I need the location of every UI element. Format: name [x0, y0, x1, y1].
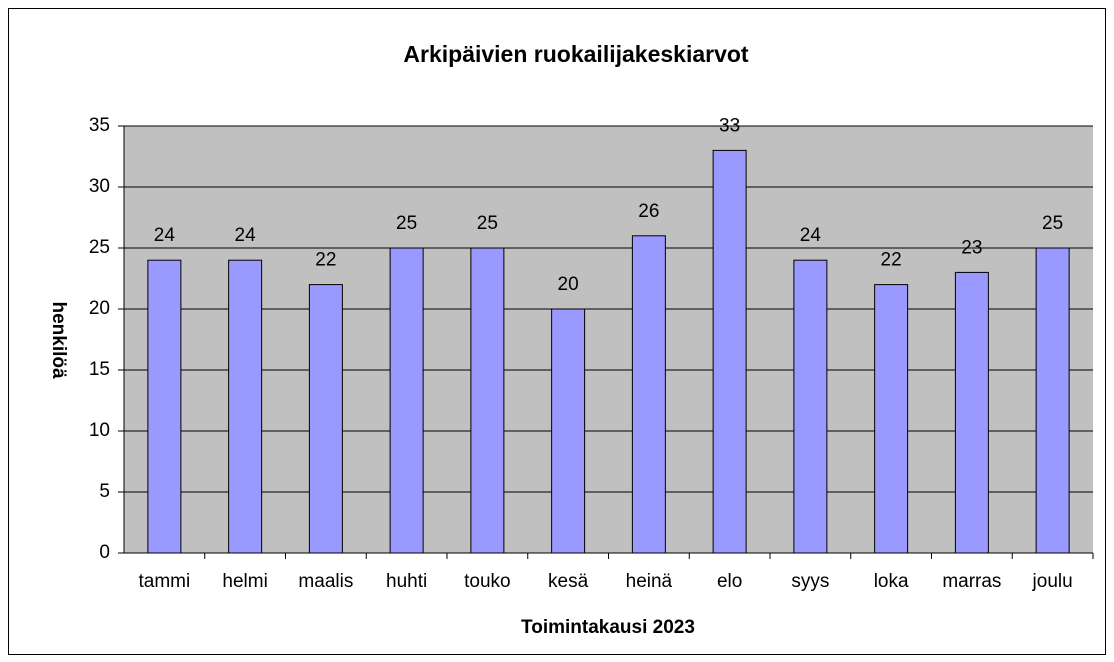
x-tick-label: kesä: [548, 571, 589, 592]
data-label: 25: [1042, 213, 1063, 234]
bar: [954, 271, 989, 554]
bar: [874, 284, 909, 554]
x-tick-label: marras: [942, 571, 1001, 592]
bar: [308, 284, 343, 554]
x-tick-label: elo: [717, 571, 742, 592]
x-tick-label: loka: [874, 571, 909, 592]
data-label: 22: [881, 250, 902, 271]
data-label: 23: [961, 237, 982, 258]
y-tick-label: 30: [89, 176, 110, 197]
bar: [793, 259, 828, 554]
data-label: 25: [477, 213, 498, 234]
y-tick-label: 25: [89, 237, 110, 258]
y-tick-label: 5: [99, 481, 110, 502]
y-tick-label: 35: [89, 115, 110, 136]
data-label: 25: [396, 213, 417, 234]
bar: [470, 247, 505, 554]
bar: [631, 235, 666, 554]
x-tick-label: heinä: [626, 571, 673, 592]
data-label: 24: [235, 225, 257, 246]
x-tick-label: maalis: [298, 571, 353, 592]
chart-title: Arkipäivien ruokailijakeskiarvot: [403, 41, 749, 67]
bar: [712, 149, 747, 554]
y-tick-label: 0: [99, 542, 110, 563]
bar: [228, 259, 263, 554]
y-tick-label: 10: [89, 420, 110, 441]
bar: [147, 259, 182, 554]
x-tick-label: helmi: [222, 571, 267, 592]
data-label: 33: [719, 115, 740, 136]
y-tick-label: 20: [89, 298, 110, 319]
x-axis-title: Toimintakausi 2023: [521, 617, 695, 638]
data-label: 24: [800, 225, 822, 246]
y-tick-label: 15: [89, 359, 110, 380]
bar: [551, 308, 586, 554]
data-label: 22: [315, 250, 336, 271]
bar: [389, 247, 424, 554]
data-label: 24: [154, 225, 176, 246]
plot-area: [124, 126, 1093, 553]
data-label: 20: [558, 274, 579, 295]
x-tick-label: tammi: [139, 571, 191, 592]
x-tick-label: touko: [464, 571, 510, 592]
x-tick-label: joulu: [1032, 571, 1073, 592]
x-tick-label: huhti: [386, 571, 427, 592]
y-axis-title: henkilöä: [48, 301, 69, 379]
x-tick-label: syys: [791, 571, 829, 592]
data-label: 26: [638, 201, 659, 222]
bar: [1035, 247, 1070, 554]
